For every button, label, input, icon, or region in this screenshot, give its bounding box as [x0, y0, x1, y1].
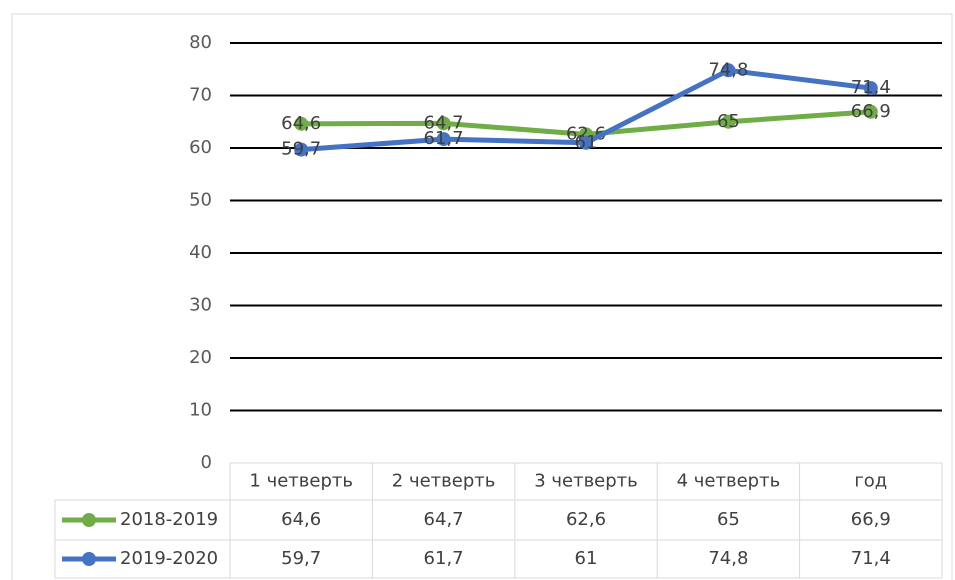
data-point — [294, 116, 309, 131]
table-value: 71,4 — [851, 548, 891, 569]
y-tick-label: 20 — [189, 347, 212, 368]
x-tick-label: 4 четверть — [677, 471, 781, 492]
y-tick-label: 10 — [189, 400, 212, 421]
table-value: 66,9 — [851, 509, 891, 530]
table-value: 65 — [717, 509, 740, 530]
chart-border — [11, 13, 953, 580]
data-label: 71,4 — [851, 77, 891, 98]
data-point — [863, 81, 878, 96]
data-label: 74,8 — [708, 59, 748, 80]
data-label: 66,9 — [851, 101, 891, 122]
data-point — [579, 135, 593, 150]
table-value: 74,8 — [708, 548, 748, 569]
data-label: 64,7 — [424, 112, 464, 133]
y-tick-label: 30 — [189, 295, 212, 316]
data-label: 65 — [717, 111, 740, 132]
y-tick-label: 0 — [201, 452, 212, 473]
data-point — [721, 63, 736, 78]
table-value: 62,6 — [566, 509, 606, 530]
x-tick-label: 2 четверть — [392, 471, 496, 492]
legend-label: 2018-2019 — [120, 509, 218, 530]
table-value: 61 — [575, 548, 598, 569]
data-label: 64,6 — [281, 113, 321, 134]
data-point — [436, 132, 451, 147]
data-point — [863, 104, 878, 119]
data-point — [721, 114, 736, 129]
table-value: 64,6 — [281, 509, 321, 530]
legend-marker — [82, 552, 96, 566]
data-point — [436, 116, 451, 131]
table-value: 59,7 — [281, 548, 321, 569]
y-tick-label: 50 — [189, 190, 212, 211]
legend-label: 2019-2020 — [120, 548, 218, 569]
table-value: 64,7 — [424, 509, 464, 530]
x-tick-label: год — [854, 471, 887, 492]
y-tick-label: 70 — [189, 85, 212, 106]
data-label: 61 — [575, 132, 598, 153]
x-tick-label: 3 четверть — [534, 471, 638, 492]
data-label: 61,7 — [424, 128, 464, 149]
y-tick-label: 40 — [189, 242, 212, 263]
data-point — [294, 142, 309, 157]
x-tick-label: 1 четверть — [249, 471, 353, 492]
legend-marker — [82, 513, 96, 527]
data-label: 59,7 — [281, 139, 321, 160]
y-tick-label: 80 — [189, 32, 212, 53]
table-value: 61,7 — [424, 548, 464, 569]
y-tick-label: 60 — [189, 137, 212, 158]
